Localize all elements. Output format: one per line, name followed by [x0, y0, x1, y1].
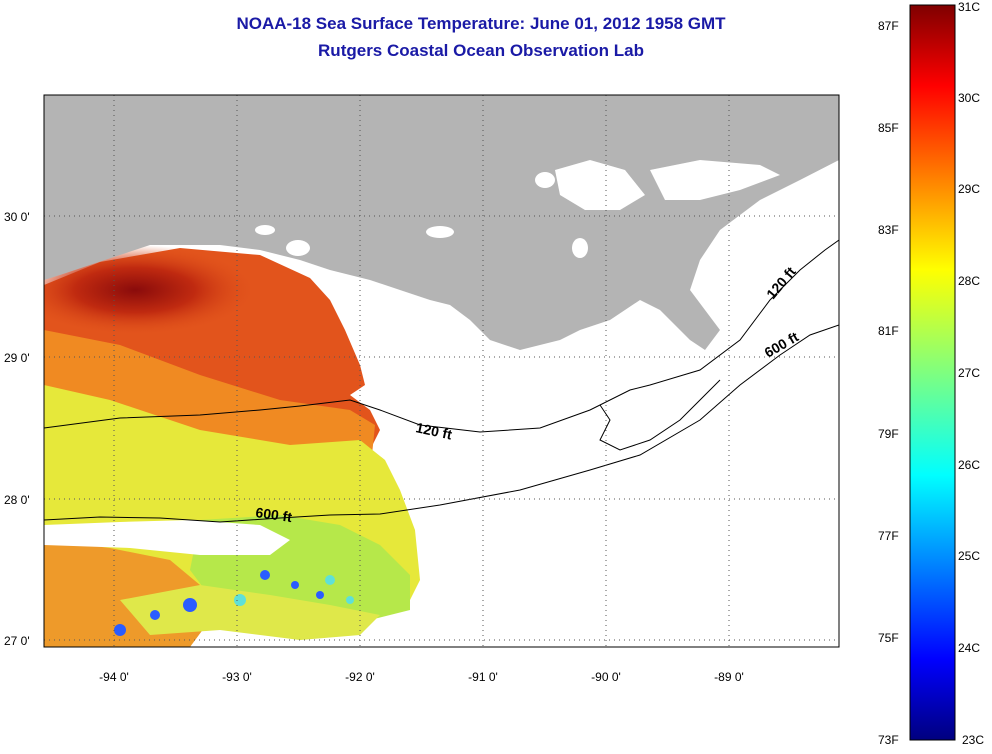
colorbar-f-label: 87F	[878, 19, 899, 33]
chart-title: NOAA-18 Sea Surface Temperature: June 01…	[236, 14, 726, 33]
colorbar-f-label: 77F	[878, 529, 899, 543]
colorbar-f-label: 83F	[878, 223, 899, 237]
sst-data-south-mix	[120, 585, 380, 640]
contour-600ft	[44, 324, 839, 523]
colorbar-c-label: 29C	[958, 182, 980, 196]
contour-coastal	[599, 379, 721, 451]
colorbar-c-label: 24C	[958, 641, 980, 655]
colorbar-c-label: 28C	[958, 274, 980, 288]
land-mass	[44, 95, 839, 350]
colorbar-c-labels: 31C 30C 29C 28C 27C 26C 25C 24C 23C	[958, 0, 984, 747]
lon-label: -92 0'	[345, 670, 375, 684]
map-border	[43, 94, 840, 648]
inland-water	[255, 160, 780, 258]
colorbar-c-label: 30C	[958, 91, 980, 105]
lon-label: -89 0'	[714, 670, 744, 684]
contour-label: 600 ft	[255, 504, 294, 525]
colorbar-f-labels: 87F 85F 83F 81F 79F 77F 75F 73F	[878, 19, 899, 747]
sst-hotspot	[44, 245, 255, 335]
lat-label: 28 0'	[4, 493, 30, 507]
colorbar-f-label: 79F	[878, 427, 899, 441]
colorbar-c-label: 27C	[958, 366, 980, 380]
chart-subtitle: Rutgers Coastal Ocean Observation Lab	[318, 41, 644, 60]
lat-label: 30 0'	[4, 210, 30, 224]
colorbar	[909, 4, 956, 741]
map-content	[44, 95, 839, 647]
colorbar-c-label: 23C	[962, 733, 984, 747]
sst-cool-patches	[114, 570, 324, 636]
lon-label: -93 0'	[222, 670, 252, 684]
colorbar-f-label: 81F	[878, 324, 899, 338]
colorbar-c-label: 26C	[958, 458, 980, 472]
colorbar-f-label: 73F	[878, 733, 899, 747]
lon-label: -91 0'	[468, 670, 498, 684]
sst-cyan-patches	[234, 575, 354, 606]
grid-lines	[44, 95, 839, 647]
contour-120ft	[44, 239, 839, 433]
lon-label: -94 0'	[99, 670, 129, 684]
lat-label: 27 0'	[4, 634, 30, 648]
colorbar-f-label: 85F	[878, 121, 899, 135]
sst-data-gap	[44, 520, 290, 555]
colorbar-c-label: 25C	[958, 549, 980, 563]
colorbar-c-label: 31C	[958, 0, 980, 14]
lat-label: 29 0'	[4, 351, 30, 365]
contour-label: 120 ft	[414, 419, 453, 442]
colorbar-f-label: 75F	[878, 631, 899, 645]
lon-label: -90 0'	[591, 670, 621, 684]
